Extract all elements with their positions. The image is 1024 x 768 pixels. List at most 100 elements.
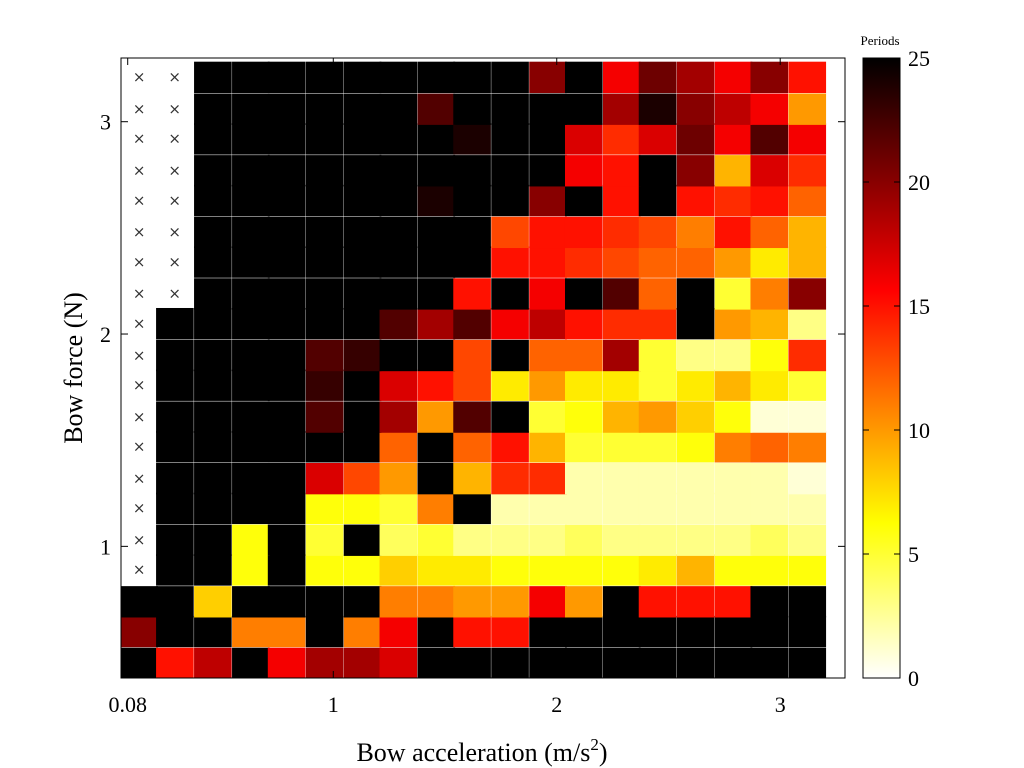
heatmap-cell <box>194 401 232 433</box>
heatmap-cell <box>750 369 789 401</box>
heatmap-cell <box>788 216 827 249</box>
heatmap-cell <box>379 554 418 586</box>
heatmap-cell <box>602 401 641 433</box>
heatmap-cell <box>676 123 715 155</box>
missing-marker: × <box>133 499 146 517</box>
heatmap-cell <box>750 278 789 310</box>
heatmap-cell <box>379 431 418 463</box>
heatmap-cell <box>564 61 603 94</box>
heatmap-cell <box>529 216 567 249</box>
missing-marker: × <box>133 68 146 86</box>
heatmap-cell <box>491 369 529 401</box>
heatmap-cell <box>267 155 306 187</box>
heatmap-cell <box>194 307 232 340</box>
heatmap-cell <box>194 246 232 278</box>
heatmap-cell <box>417 155 456 187</box>
heatmap-cell <box>194 123 232 155</box>
colorbar-tick-label: 0 <box>908 666 919 691</box>
heatmap-cell <box>453 492 491 525</box>
heatmap-cell <box>714 61 753 94</box>
heatmap-cell <box>305 278 344 310</box>
heatmap-cell <box>564 216 603 249</box>
heatmap-cell <box>121 647 158 679</box>
colorbar-ticks: 0 5 10 15 20 25 <box>863 46 930 691</box>
heatmap-cell <box>232 155 270 187</box>
heatmap-cell <box>232 93 270 125</box>
heatmap-cell <box>453 155 491 187</box>
heatmap-cell <box>564 462 603 495</box>
heatmap-cell <box>529 554 567 586</box>
missing-marker: × <box>133 469 146 487</box>
heatmap-cell <box>788 586 827 618</box>
heatmap-cell <box>750 246 789 278</box>
heatmap-cell <box>750 524 789 556</box>
heatmap-cell <box>417 93 456 125</box>
heatmap-cell <box>676 339 715 372</box>
heatmap-cell <box>379 462 418 495</box>
x-axis-title-main: Bow acceleration (m/s <box>356 738 590 767</box>
missing-marker: × <box>168 68 181 86</box>
heatmap-cell <box>638 123 677 155</box>
heatmap-cell <box>194 216 232 249</box>
heatmap-cell <box>267 369 306 401</box>
missing-marker: × <box>133 162 146 180</box>
heatmap-cell <box>156 401 194 433</box>
heatmap-cell <box>714 431 753 463</box>
heatmap-cell <box>453 524 491 556</box>
heatmap-cell <box>750 492 789 525</box>
heatmap-cell <box>379 339 418 372</box>
heatmap-cell <box>676 431 715 463</box>
heatmap-cell <box>638 647 677 679</box>
heatmap-cell <box>379 647 418 679</box>
colorbar-tick-label: 20 <box>908 170 930 195</box>
missing-marker: × <box>133 346 146 364</box>
heatmap-cell <box>788 246 827 278</box>
heatmap-cell <box>156 554 194 586</box>
heatmap-cell <box>343 401 382 433</box>
heatmap-cell <box>564 524 603 556</box>
heatmap-cell <box>232 524 270 556</box>
missing-marker: × <box>133 408 146 426</box>
heatmap-cell <box>564 307 603 340</box>
heatmap-cell <box>156 492 194 525</box>
heatmap-cell <box>564 554 603 586</box>
heatmap-cell <box>788 93 827 125</box>
heatmap-cell <box>750 431 789 463</box>
heatmap-cell <box>343 431 382 463</box>
missing-marker: × <box>133 100 146 118</box>
heatmap-cell <box>750 554 789 586</box>
heatmap-cell <box>750 123 789 155</box>
heatmap-cell <box>343 307 382 340</box>
heatmap-cell <box>491 339 529 372</box>
heatmap-cell <box>343 339 382 372</box>
heatmap-cell <box>676 615 715 648</box>
missing-marker: × <box>168 191 181 209</box>
heatmap-cell <box>491 184 529 217</box>
heatmap-cell <box>750 155 789 187</box>
heatmap-cell <box>453 61 491 94</box>
heatmap-cell <box>305 647 344 679</box>
heatmap-cell <box>453 339 491 372</box>
heatmap-cell <box>305 554 344 586</box>
heatmap-cell <box>267 93 306 125</box>
heatmap-cell <box>232 123 270 155</box>
heatmap-cell <box>453 307 491 340</box>
heatmap-cell <box>750 401 789 433</box>
heatmap-cell <box>379 586 418 618</box>
heatmap-cell <box>194 554 232 586</box>
heatmap-cell <box>305 431 344 463</box>
heatmap-cell <box>267 586 306 618</box>
heatmap-cell <box>305 586 344 618</box>
heatmap-cell <box>564 246 603 278</box>
heatmap-cell <box>529 369 567 401</box>
heatmap-cell <box>564 278 603 310</box>
heatmap-cell <box>232 462 270 495</box>
heatmap-cell <box>564 123 603 155</box>
heatmap-cell <box>453 462 491 495</box>
heatmap-cell <box>638 307 677 340</box>
heatmap-cell <box>305 462 344 495</box>
heatmap-cell <box>305 307 344 340</box>
heatmap-cell <box>379 369 418 401</box>
heatmap-cell <box>194 492 232 525</box>
heatmap-cell <box>453 216 491 249</box>
